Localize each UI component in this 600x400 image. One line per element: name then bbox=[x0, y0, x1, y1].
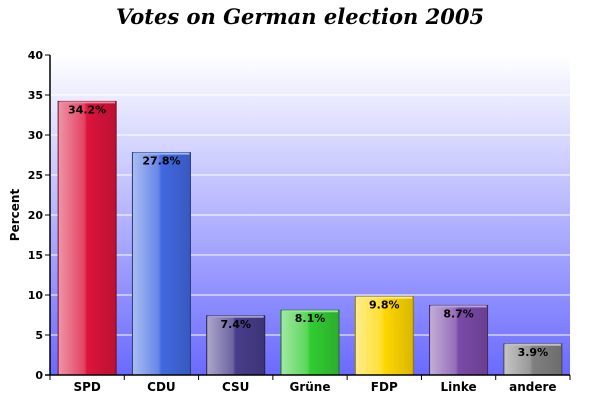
y-tick-label: 15 bbox=[28, 249, 43, 262]
bar-fdp bbox=[354, 296, 414, 376]
y-tick-label: 30 bbox=[28, 129, 44, 142]
data-label: 34.2% bbox=[68, 103, 106, 116]
x-tick-label: SPD bbox=[73, 380, 100, 394]
y-tick-label: 40 bbox=[28, 49, 44, 62]
bar-linke bbox=[429, 304, 489, 376]
bars: 34.2% 27.8% 7.4% 8.1% 9.8% 8.7% 3.9% bbox=[57, 100, 563, 376]
data-label: 8.7% bbox=[443, 307, 474, 320]
x-tick-label: Grüne bbox=[290, 380, 331, 394]
x-tick-label: Linke bbox=[441, 380, 477, 394]
bar-spd bbox=[57, 100, 117, 376]
data-label: 9.8% bbox=[369, 299, 400, 312]
data-label: 27.8% bbox=[142, 155, 180, 168]
bar-grüne bbox=[280, 309, 340, 376]
y-tick-label: 10 bbox=[28, 289, 44, 302]
data-label: 8.1% bbox=[295, 312, 326, 325]
y-tick-label: 35 bbox=[28, 89, 43, 102]
bar-cdu bbox=[131, 152, 191, 376]
y-tick-label: 20 bbox=[28, 209, 44, 222]
x-tick-label: andere bbox=[509, 380, 556, 394]
y-tick-label: 0 bbox=[35, 369, 43, 382]
y-tick-label: 5 bbox=[35, 329, 43, 342]
chart-title: Votes on German election 2005 bbox=[116, 4, 484, 29]
x-axis: SPD CDU CSU Grüne FDP Linke andere bbox=[45, 374, 571, 394]
y-axis: 0 5 10 15 20 25 30 35 40 bbox=[28, 49, 51, 382]
bar-andere bbox=[503, 343, 563, 376]
x-tick-label: CSU bbox=[222, 380, 249, 394]
x-tick-label: FDP bbox=[371, 380, 398, 394]
x-tick-label: CDU bbox=[147, 380, 176, 394]
y-axis-label: Percent bbox=[8, 189, 22, 242]
y-tick-label: 25 bbox=[28, 169, 43, 182]
data-label: 3.9% bbox=[518, 346, 549, 359]
data-label: 7.4% bbox=[220, 318, 251, 331]
